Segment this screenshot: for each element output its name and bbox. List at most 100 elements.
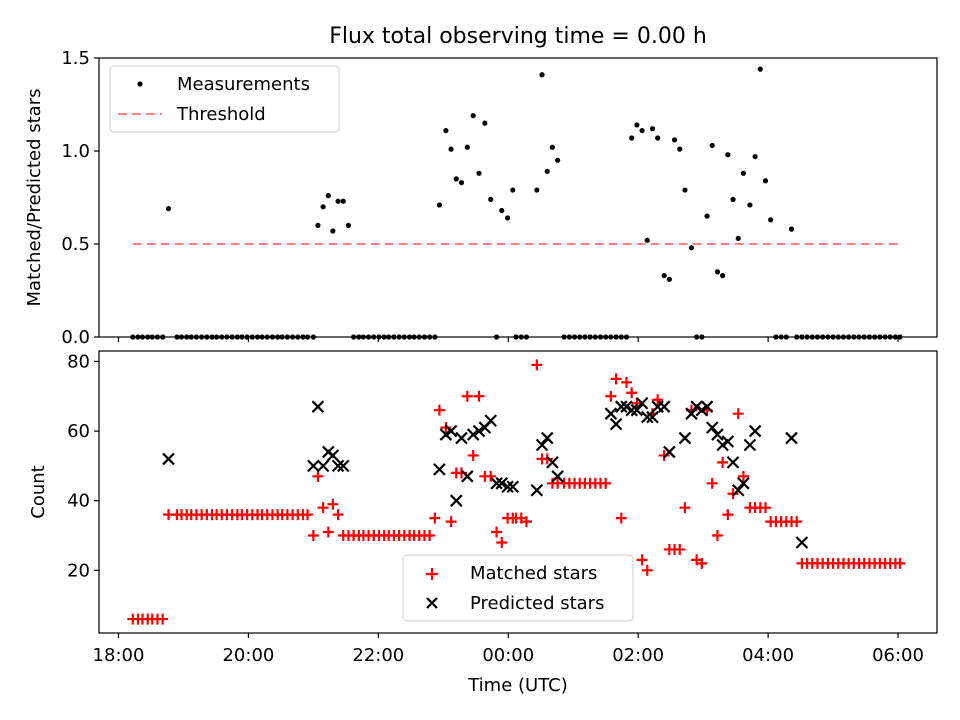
measurement-point [453, 176, 459, 182]
measurement-point [184, 334, 190, 340]
measurement-point [289, 334, 296, 340]
predicted-star-marker [326, 449, 340, 462]
measurement-point [421, 334, 428, 340]
x-tick-label: 18:00 [93, 645, 145, 666]
measurement-point [411, 334, 417, 340]
measurement-point [174, 334, 180, 340]
measurement-point [213, 334, 220, 340]
measurement-point [851, 334, 857, 340]
measurement-point [814, 334, 821, 340]
measurement-point [730, 196, 736, 202]
measurement-point [510, 187, 516, 193]
measurement-point [365, 334, 372, 340]
matched-star-marker [722, 509, 734, 521]
predicted-star-marker [495, 477, 509, 490]
measurement-point [193, 334, 200, 340]
matched-star-marker [302, 509, 314, 521]
measurement-point [555, 157, 561, 163]
measurement-point [443, 127, 449, 134]
predicted-star-marker [530, 483, 544, 497]
matched-star-marker [658, 449, 670, 461]
legend-predicted-label: Predicted stars [470, 593, 604, 614]
measurement-point [330, 228, 336, 234]
predicted-star-points [162, 396, 809, 549]
measurement-point [608, 334, 614, 340]
measurement-point [571, 334, 578, 340]
measurement-point [295, 334, 301, 340]
legend-measurements-label: Measurements [177, 74, 310, 95]
measurement-point [130, 334, 136, 340]
predicted-star-marker [450, 494, 463, 507]
measurement-point [762, 178, 769, 184]
measurement-points [130, 66, 903, 340]
matched-star-marker [433, 404, 445, 416]
matched-star-marker [791, 516, 803, 528]
matched-star-marker [706, 477, 718, 489]
predicted-star-marker [731, 483, 745, 497]
matched-star-marker [652, 394, 664, 406]
measurement-point [178, 334, 185, 340]
measurement-point [872, 334, 878, 340]
measurement-point [145, 334, 151, 340]
counts-plot-frame [98, 350, 938, 634]
measurement-point [239, 334, 245, 340]
measurement-point [139, 334, 146, 340]
measurement-point [846, 334, 852, 340]
matched-star-marker [467, 449, 479, 461]
matched-star-marker [711, 530, 723, 542]
matched-star-marker [894, 557, 906, 569]
matched-star-marker [610, 373, 622, 385]
measurement-point [699, 334, 705, 340]
counts-y-axis-label: Count [28, 465, 49, 518]
counts-y-tick-label: 60 [67, 421, 90, 442]
measurement-point [597, 334, 604, 340]
measurement-point [488, 196, 494, 202]
measurement-point [747, 202, 753, 208]
measurement-point [623, 334, 630, 340]
measurement-point [788, 226, 795, 232]
measurement-point [856, 334, 862, 340]
predicted-star-marker [535, 438, 549, 452]
matched-star-marker [322, 526, 334, 538]
predicted-star-marker [540, 431, 554, 445]
measurement-point [544, 168, 550, 175]
measurement-point [259, 334, 265, 340]
matched-star-marker [531, 359, 543, 371]
legend-threshold-label: Threshold [176, 104, 266, 125]
predicted-star-marker [685, 407, 698, 420]
matched-star-marker [445, 516, 457, 528]
predicted-star-marker [316, 459, 330, 473]
matched-star-marker [636, 554, 648, 566]
predicted-star-marker [663, 445, 676, 459]
ratio-legend-box [109, 65, 340, 133]
measurement-point [493, 334, 500, 340]
measurement-point [618, 334, 624, 340]
measurement-point [254, 334, 261, 340]
measurement-point [887, 334, 893, 340]
measurement-point [345, 222, 352, 228]
measurement-point [825, 334, 831, 340]
measurement-point [135, 334, 141, 340]
x-tick-label: 04:00 [742, 645, 794, 666]
measurement-point [464, 144, 470, 150]
measurement-point [396, 334, 402, 340]
measurement-point [386, 334, 392, 340]
measurement-point [720, 273, 726, 279]
predicted-star-marker [490, 477, 503, 490]
counts-axes: 20 40 60 80 18:00 20:00 22:00 00:00 02:00 04:00 0… [28, 350, 938, 696]
predicted-star-marker [455, 431, 468, 445]
matched-star-marker [727, 488, 739, 500]
matched-star-marker [424, 530, 436, 542]
matched-star-points [127, 359, 906, 625]
measurement-point [427, 334, 433, 340]
measurement-point [768, 217, 774, 223]
matched-star-marker [605, 390, 617, 402]
ratio-y-tick-label: 0.0 [61, 327, 90, 348]
predicted-star-marker [795, 536, 809, 549]
measurement-point [371, 334, 377, 340]
measurement-point [603, 334, 609, 340]
measurement-point [735, 235, 741, 242]
matched-star-marker [473, 390, 485, 402]
predicted-star-marker [311, 400, 325, 413]
